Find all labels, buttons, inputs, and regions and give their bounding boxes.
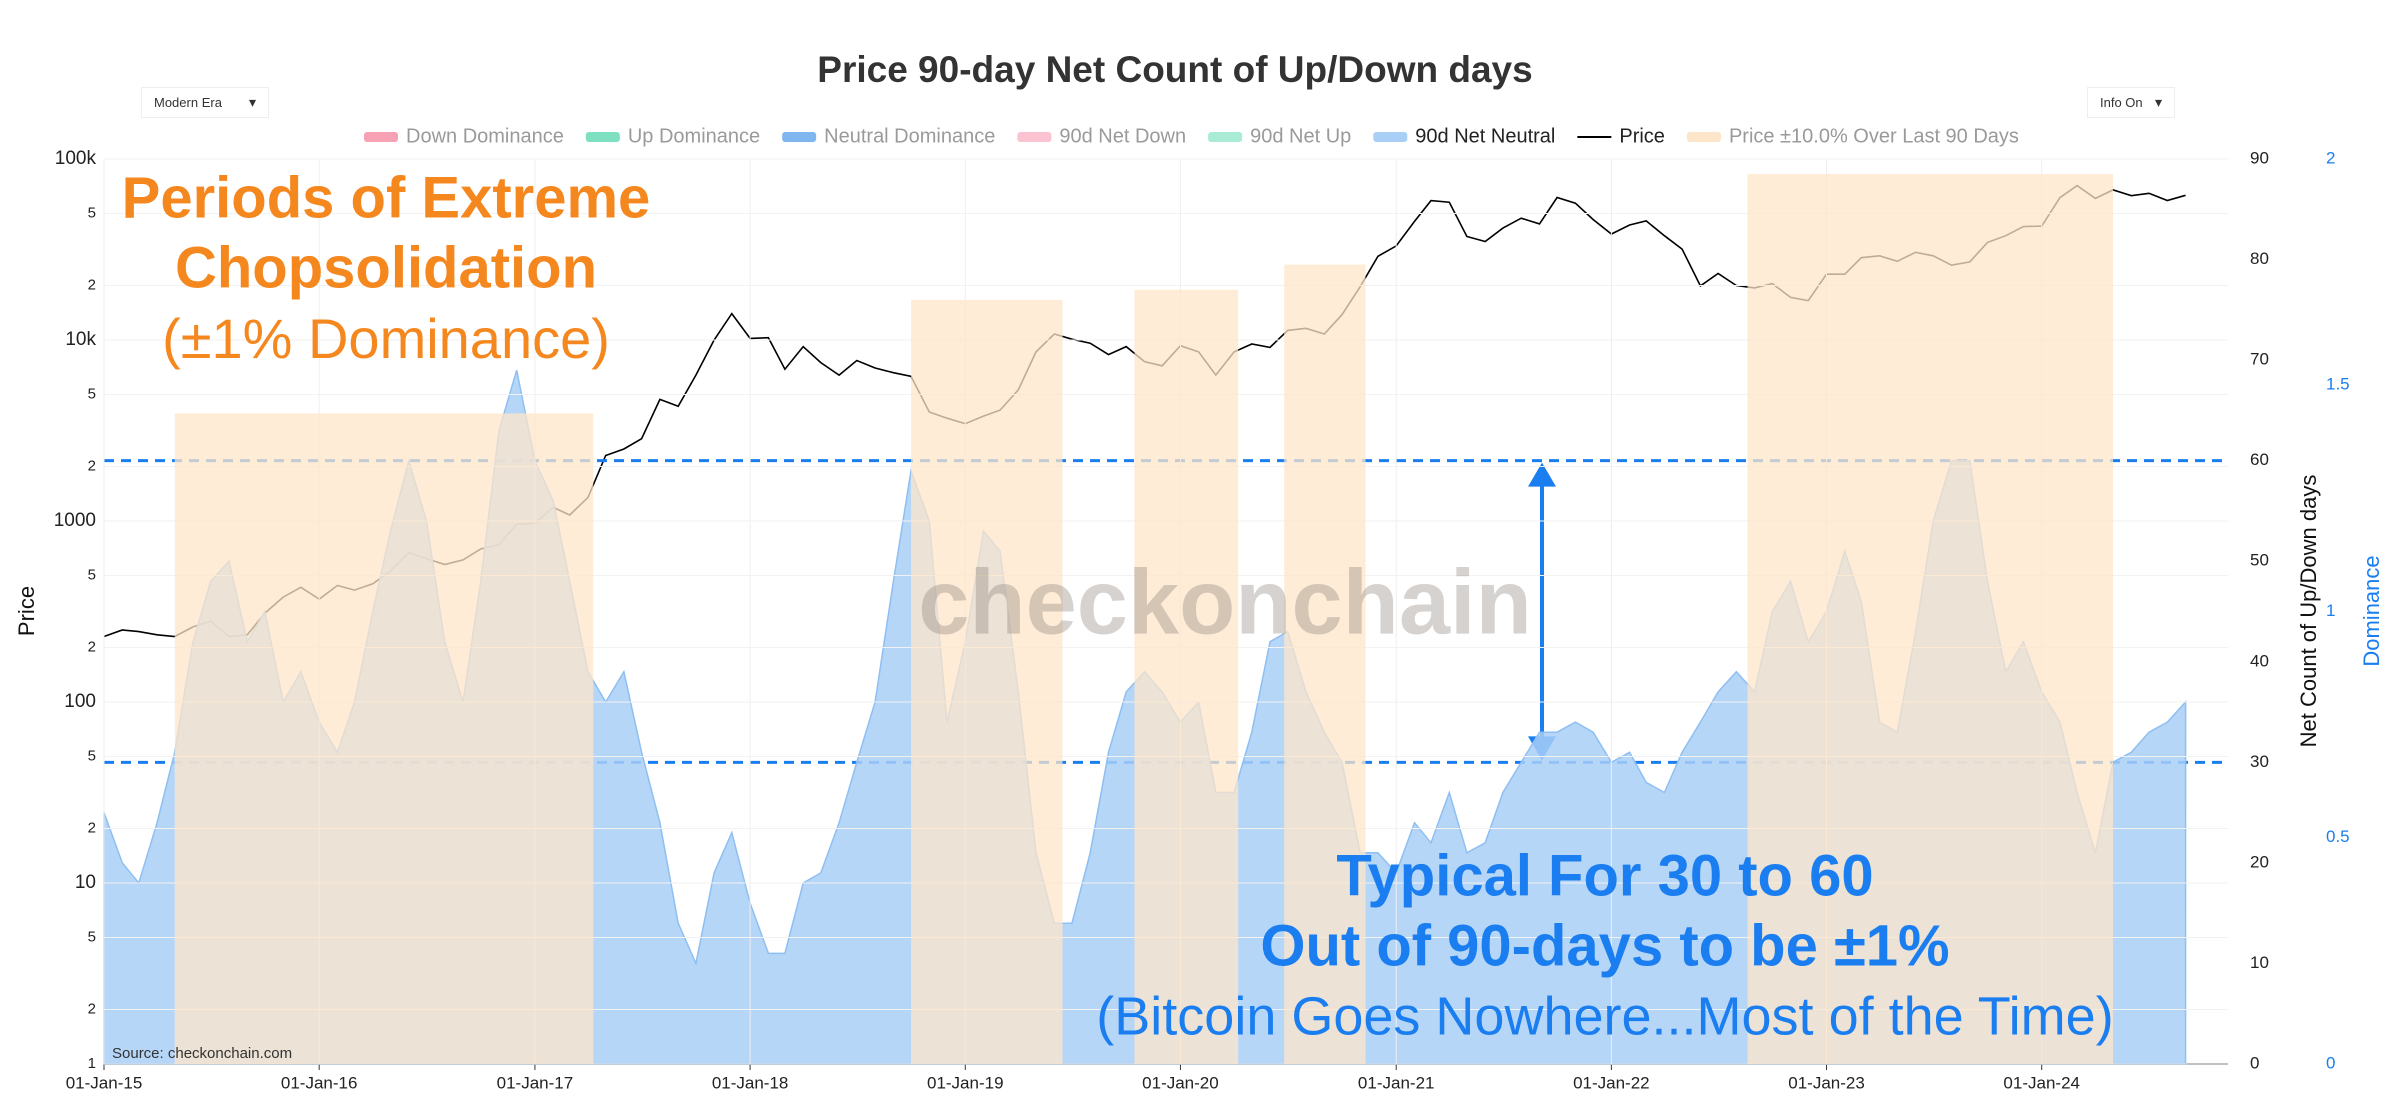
annotation: (±1% Dominance)	[162, 307, 610, 370]
legend-label: Down Dominance	[406, 125, 564, 147]
legend-label: Neutral Dominance	[824, 125, 995, 147]
y2-tick-label: 60	[2250, 450, 2269, 469]
y-tick-label: 2	[88, 1000, 96, 1017]
y-tick-label: 5	[88, 747, 96, 764]
x-tick-label: 01-Jan-17	[497, 1073, 574, 1092]
info-dropdown[interactable]: Info On	[2087, 87, 2175, 118]
annotation: Typical For 30 to 60	[1336, 843, 1873, 908]
legend-label: 90d Net Down	[1059, 125, 1186, 147]
y2-tick-label: 0	[2250, 1053, 2259, 1072]
era-dropdown[interactable]: Modern Era	[141, 87, 269, 118]
annotation: Out of 90-days to be ±1%	[1260, 913, 1949, 978]
y-tick-label: 1	[88, 1055, 96, 1072]
price-range-span	[174, 413, 594, 1065]
annotation: Chopsolidation	[175, 235, 597, 300]
x-tick-label: 01-Jan-15	[66, 1073, 143, 1092]
price-range-span	[1134, 289, 1239, 1064]
arrow-head	[1528, 462, 1556, 487]
y-tick-label: 5	[88, 928, 96, 945]
x-tick-label: 01-Jan-23	[1788, 1073, 1865, 1092]
y3-tick-label: 0	[2326, 1053, 2335, 1072]
y2-tick-label: 20	[2250, 852, 2269, 871]
y2-axis-title: Net Count of Up/Down days	[2296, 475, 2321, 748]
x-tick-label: 01-Jan-21	[1358, 1073, 1435, 1092]
legend-swatch	[782, 132, 817, 142]
x-tick-label: 01-Jan-24	[2003, 1073, 2080, 1092]
annotation: Periods of Extreme	[122, 165, 651, 230]
x-tick-label: 01-Jan-18	[712, 1073, 789, 1092]
legend-label: 90d Net Up	[1250, 125, 1351, 147]
legend-label: 90d Net Neutral	[1415, 125, 1555, 147]
x-tick-label: 01-Jan-20	[1142, 1073, 1219, 1092]
y-tick-label: 1000	[54, 510, 96, 531]
y-tick-label: 10	[75, 872, 96, 893]
y3-tick-label: 1	[2326, 601, 2335, 620]
y2-tick-label: 70	[2250, 350, 2269, 369]
source: Source: checkonchain.com	[112, 1045, 292, 1062]
y2-tick-label: 30	[2250, 752, 2269, 771]
legend-swatch	[1017, 132, 1052, 142]
y-tick-label: 2	[88, 819, 96, 836]
x-tick-label: 01-Jan-22	[1573, 1073, 1650, 1092]
legend-label: Price ±10.0% Over Last 90 Days	[1729, 125, 2019, 147]
y-tick-label: 2	[88, 638, 96, 655]
legend-layer: Down Dominance Up Dominance Neutral Domina…	[364, 125, 2019, 147]
y2-tick-label: 90	[2250, 148, 2269, 167]
chart-title: Price 90-day Net Count of Up/Down days	[817, 49, 1532, 90]
legend-label: Up Dominance	[628, 125, 760, 147]
y2-tick-label: 50	[2250, 551, 2269, 570]
legend-label: Price	[1619, 125, 1665, 147]
legend-swatch	[364, 132, 398, 142]
y3-tick-label: 0.5	[2326, 827, 2350, 846]
y-tick-label: 100	[64, 691, 96, 712]
x-tick-label: 01-Jan-19	[927, 1073, 1004, 1092]
y3-axis-title: Dominance	[2359, 555, 2384, 666]
annotation: (Bitcoin Goes Nowhere...Most of the Time…	[1096, 986, 2113, 1046]
y-tick-label: 100k	[55, 148, 97, 169]
watermark: checkonchain	[918, 551, 1532, 653]
legend-swatch	[1686, 132, 1721, 142]
legend-swatch	[585, 132, 620, 142]
y-tick-label: 5	[88, 385, 96, 402]
y-axis-title: Price	[14, 586, 39, 636]
y-tick-label: 2	[88, 457, 96, 474]
price-range-span	[1284, 264, 1366, 1064]
spans-layer	[174, 174, 2114, 1065]
x-tick-label: 01-Jan-16	[281, 1073, 358, 1092]
y2-tick-label: 40	[2250, 651, 2269, 670]
legend-swatch	[1208, 132, 1243, 142]
y2-tick-label: 80	[2250, 249, 2269, 268]
y-tick-label: 5	[88, 204, 96, 221]
y-tick-label: 5	[88, 566, 96, 583]
y-tick-label: 10k	[65, 329, 96, 350]
y-tick-label: 2	[88, 276, 96, 293]
y2-tick-label: 10	[2250, 953, 2269, 972]
y3-tick-label: 2	[2326, 148, 2335, 167]
price-range-span	[1747, 174, 2114, 1065]
legend-swatch	[1373, 132, 1408, 142]
price-range-span	[911, 299, 1063, 1064]
y3-tick-label: 1.5	[2326, 375, 2350, 394]
